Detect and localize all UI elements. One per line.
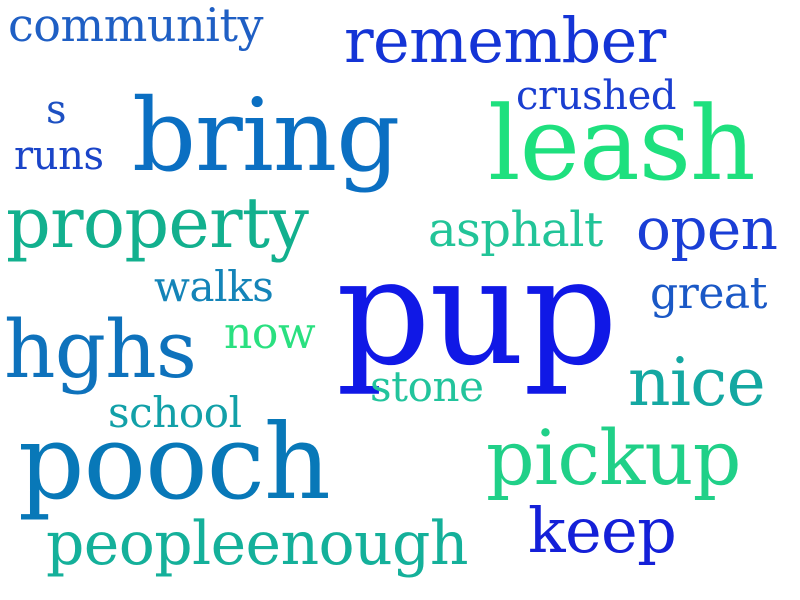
word-asphalt: asphalt bbox=[428, 202, 603, 258]
word-pup: pup bbox=[336, 226, 618, 398]
word-peopleenough: peopleenough bbox=[46, 509, 469, 579]
word-remember: remember bbox=[344, 4, 666, 77]
word-great: great bbox=[650, 268, 767, 319]
word-s: s bbox=[46, 87, 67, 133]
word-pickup: pickup bbox=[486, 413, 741, 502]
word-crushed: crushed bbox=[516, 73, 677, 119]
word-keep: keep bbox=[528, 494, 677, 567]
word-school: school bbox=[108, 388, 242, 437]
word-runs: runs bbox=[14, 133, 104, 179]
word-pooch: pooch bbox=[18, 401, 331, 523]
word-leash: leash bbox=[488, 85, 756, 204]
word-property: property bbox=[6, 182, 309, 264]
word-walks: walks bbox=[154, 262, 274, 311]
word-stone: stone bbox=[370, 362, 484, 411]
word-community: community bbox=[8, 0, 263, 52]
word-hghs: hghs bbox=[4, 303, 197, 396]
word-nice: nice bbox=[628, 344, 766, 421]
word-open: open bbox=[636, 195, 778, 263]
word-bring: bring bbox=[132, 77, 400, 194]
word-now: now bbox=[224, 308, 316, 359]
